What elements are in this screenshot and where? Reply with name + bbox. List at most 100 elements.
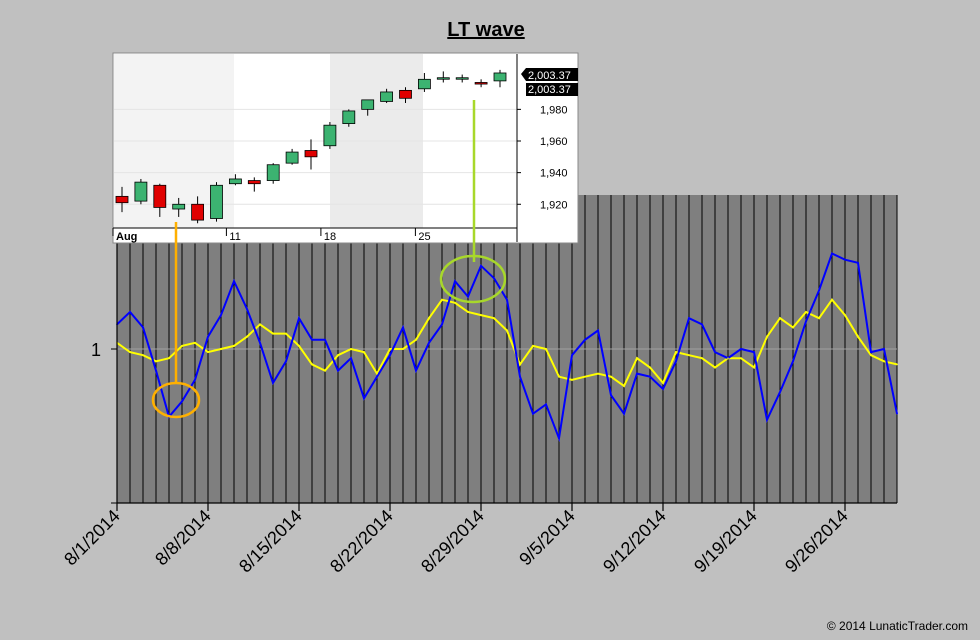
x-tick-label: 8/8/2014 (151, 506, 215, 570)
candle (266, 163, 280, 184)
yellow-point (142, 354, 144, 356)
yellow-point (285, 332, 287, 335)
blue-point (818, 289, 820, 292)
candle (172, 197, 186, 217)
inset-y-tick-label: 1,920 (540, 199, 568, 211)
yellow-point (259, 323, 261, 326)
yellow-point (129, 351, 131, 353)
candle (247, 177, 261, 192)
yellow-point (181, 345, 183, 347)
last-value-label-2: 2,003.37 (528, 84, 571, 96)
yellow-point (545, 348, 547, 350)
yellow-point (662, 382, 664, 384)
yellow-point (207, 351, 209, 353)
blue-point (896, 412, 898, 415)
candle (342, 109, 356, 127)
candle-body (134, 181, 148, 202)
main-plot (116, 195, 898, 503)
x-tick-label: 9/12/2014 (599, 506, 670, 577)
x-tick-label: 8/29/2014 (417, 506, 488, 577)
blue-point (467, 295, 469, 298)
blue-point (181, 400, 183, 403)
yellow-point (753, 366, 755, 369)
yellow-point (805, 311, 807, 313)
yellow-point (688, 354, 690, 356)
blue-point (129, 311, 131, 313)
yellow-point (506, 329, 508, 332)
candle (417, 72, 431, 92)
candle (399, 87, 412, 104)
yellow-point (675, 351, 677, 353)
last-value-label-1: 2,003.37 (528, 70, 571, 82)
yellow-point (766, 335, 768, 338)
yellow-point (246, 335, 248, 338)
candle-body (455, 77, 469, 80)
blue-point (662, 388, 664, 390)
yellow-point (623, 385, 625, 387)
yellow-point (779, 317, 781, 320)
yellow-point (428, 317, 430, 320)
yellow-point (337, 354, 339, 356)
yellow-point (740, 357, 742, 360)
last-value-tag-2: 2,003.37 (526, 83, 578, 96)
candle (361, 99, 375, 116)
yellow-point (454, 302, 456, 304)
candle (153, 183, 167, 217)
yellow-point (610, 375, 612, 378)
blue-point (532, 412, 534, 415)
blue-point (389, 354, 391, 356)
yellow-point (831, 298, 833, 301)
blue-point (441, 323, 443, 326)
candle (474, 79, 488, 88)
x-tick-label: 9/26/2014 (781, 506, 852, 577)
candle-body (436, 77, 450, 80)
blue-point (558, 437, 560, 440)
blue-point (597, 329, 599, 332)
yellow-point (350, 348, 352, 350)
x-ticks: 8/1/2014 8/8/2014 8/15/2014 8/22/2014 8/29/2… (60, 503, 852, 576)
blue-point (298, 317, 300, 320)
candle (323, 122, 337, 149)
annotations (151, 100, 507, 419)
blue-point (805, 320, 807, 323)
candle (210, 182, 223, 222)
blue-point (155, 369, 157, 372)
blue-point (701, 323, 703, 326)
blue-point (571, 354, 573, 356)
blue-point (480, 265, 482, 267)
series-yellow-points (116, 298, 898, 387)
blue-point (428, 342, 430, 344)
candle (455, 74, 469, 83)
yellow-point (883, 360, 885, 363)
blue-point (714, 351, 716, 353)
yellow-point (870, 354, 872, 356)
yellow-point (844, 314, 846, 316)
candle-body (304, 150, 318, 158)
inset-x-tick-label: 11 (229, 231, 240, 243)
blue-point (610, 394, 612, 397)
candle (436, 71, 450, 83)
last-value-tag-1-shape (521, 68, 578, 81)
blue-point (844, 258, 846, 261)
candle (380, 88, 394, 104)
candle (493, 69, 507, 88)
yellow-point (155, 360, 157, 363)
candle-body (210, 184, 223, 219)
yellow-point (402, 348, 404, 350)
yellow-point (818, 317, 820, 320)
candle-body (342, 110, 356, 125)
blue-point (779, 391, 781, 393)
last-value-tag-2-shape (526, 83, 578, 96)
candle-body (115, 195, 129, 204)
blue-point (831, 252, 833, 255)
inset-x-tick-label: 25 (418, 231, 430, 243)
candle (228, 174, 242, 186)
candle-body (247, 180, 261, 185)
green-highlight-circle (439, 254, 507, 304)
candle-body (493, 72, 507, 82)
inset-y-tick-label: 1,940 (540, 168, 568, 180)
blue-point (506, 298, 508, 301)
yellow-point (233, 345, 235, 347)
candle-body (380, 91, 394, 102)
